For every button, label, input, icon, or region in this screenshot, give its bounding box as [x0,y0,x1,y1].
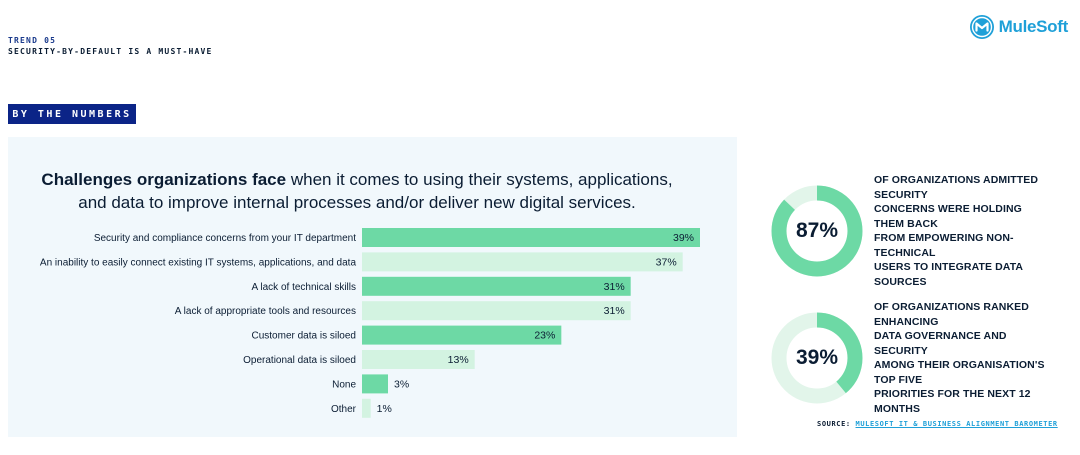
category-label: An inability to easily connect existing … [40,257,357,268]
value-label: 1% [377,403,392,415]
source-note: SOURCE: MULESOFT IT & BUSINESS ALIGNMENT… [817,420,1058,428]
category-label: None [332,379,356,390]
value-label: 39% [673,232,694,244]
chart-title-bold: Challenges organizations face [41,170,287,189]
logo-text: MuleSoft [998,17,1069,36]
category-label: Operational data is siloed [243,355,356,366]
stat-line: OF ORGANIZATIONS RANKED ENHANCING [874,301,1029,328]
stat-line: PRIORITIES FOR THE NEXT 12 MONTHS [874,388,1031,415]
category-label: Customer data is siloed [252,331,357,342]
donut-fill [771,185,863,277]
stat-line: OF ORGANIZATIONS ADMITTED SECURITY [874,174,1039,201]
category-label: A lack of technical skills [252,282,357,293]
value-label: 31% [604,281,625,293]
value-label: 23% [534,330,555,342]
bar [362,301,631,321]
bar [362,350,475,369]
stat-line: AMONG THEIR ORGANISATION'S TOP FIVE [874,359,1045,386]
mulesoft-logo-icon [969,15,994,39]
donut-chart-2: 39% [770,311,864,405]
donut-value: 39% [795,346,839,369]
trend-subtitle: SECURITY-BY-DEFAULT IS A MUST-HAVE [8,47,213,56]
category-label: Security and compliance concerns from yo… [94,233,356,244]
stat-line: CONCERNS WERE HOLDING THEM BACK [874,203,1022,230]
chart-title-rest: when it comes to using their systems, ap… [286,170,673,189]
stat-line: DATA GOVERNANCE AND SECURITY [874,330,1007,357]
bar-chart: Security and compliance concerns from yo… [40,228,700,418]
value-label: 31% [604,305,625,317]
bar [362,398,371,418]
stat-description: OF ORGANIZATIONS RANKED ENHANCING DATA G… [874,300,1054,416]
donut-value: 87% [795,219,839,242]
category-label: A lack of appropriate tools and resource… [175,306,356,317]
category-label: Other [331,404,357,415]
source-prefix: SOURCE: [817,420,856,428]
source-link[interactable]: MULESOFT IT & BUSINESS ALIGNMENT BAROMET… [855,420,1058,428]
donut-fill [771,312,863,404]
stat-block-1: 87% OF ORGANIZATIONS ADMITTED SECURITY C… [770,173,1054,289]
value-label: 13% [448,354,469,366]
bar [362,325,562,345]
stat-line: USERS TO INTEGRATE DATA SOURCES [874,261,1023,288]
bar [362,276,631,296]
bar [362,228,700,247]
stat-description: OF ORGANIZATIONS ADMITTED SECURITY CONCE… [874,173,1054,289]
value-label: 3% [394,378,409,390]
mulesoft-logo[interactable]: MuleSoft [969,14,1068,40]
chart-title: Challenges organizations face when it co… [8,168,706,214]
bar [362,252,683,272]
stat-line: FROM EMPOWERING NON-TECHNICAL [874,232,1014,259]
stat-block-2: 39% OF ORGANIZATIONS RANKED ENHANCING DA… [770,300,1054,416]
section-tag: BY THE NUMBERS [8,104,136,124]
value-label: 37% [656,256,677,268]
chart-panel: Challenges organizations face when it co… [8,137,737,437]
trend-label: TREND 05 [8,36,57,45]
bar [362,374,388,394]
chart-title-line2: and data to improve internal processes a… [78,193,636,212]
donut-chart-1: 87% [770,184,864,278]
